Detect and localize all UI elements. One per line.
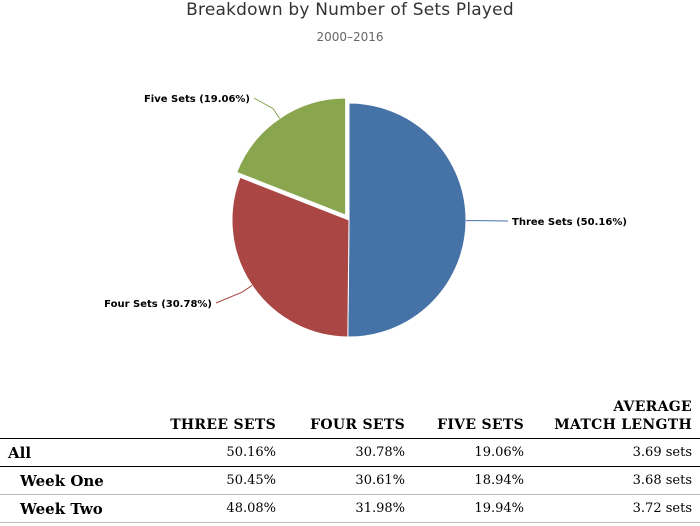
label-connector [253,97,281,119]
chart-title: Breakdown by Number of Sets Played [186,0,514,20]
pie-slice-three-sets[interactable] [347,102,467,338]
row-label: Week Two [0,494,136,523]
pie-chart: Three Sets (50.16%) Four Sets (30.78%) Fiv… [104,94,627,338]
slice-label: Three Sets (50.16%) [512,217,627,228]
cell-five-sets: 19.94% [413,494,532,523]
slice-label: Four Sets (30.78%) [104,299,212,310]
header-average: AVERAGE [613,399,692,415]
label-connector [215,285,253,304]
cell-four-sets: 30.78% [284,438,413,467]
cell-three-sets: 50.45% [136,466,284,495]
row-label: Week One [0,466,136,495]
table-header-row: THREE SETS FOUR SETS FIVE SETS AVERAGE MA… [0,398,700,439]
cell-average: 3.68 sets [532,466,700,495]
row-label: All [0,438,136,467]
pie-slice-four-sets[interactable] [231,176,350,338]
cell-five-sets: 19.06% [413,438,532,467]
header-average-match-length: AVERAGE MATCH LENGTH [532,398,700,439]
cell-average: 3.69 sets [532,438,700,467]
stats-table: THREE SETS FOUR SETS FIVE SETS AVERAGE MA… [0,398,700,523]
cell-average: 3.72 sets [532,494,700,523]
slice-label: Five Sets (19.06%) [144,94,250,105]
header-match-length: MATCH LENGTH [554,417,692,433]
table-row: Week One 50.45% 30.61% 18.94% 3.68 sets [0,466,700,495]
header-three-sets: THREE SETS [136,398,284,439]
table-row: All 50.16% 30.78% 19.06% 3.69 sets [0,438,700,467]
table-row: Week Two 48.08% 31.98% 19.94% 3.72 sets [0,494,700,523]
cell-five-sets: 18.94% [413,466,532,495]
cell-three-sets: 48.08% [136,494,284,523]
cell-four-sets: 30.61% [284,466,413,495]
cell-four-sets: 31.98% [284,494,413,523]
pie-slice-five-sets[interactable] [236,97,347,216]
chart-subtitle: 2000–2016 [316,30,384,44]
cell-three-sets: 50.16% [136,438,284,467]
header-five-sets: FIVE SETS [413,398,532,439]
header-four-sets: FOUR SETS [284,398,413,439]
header-empty [0,398,136,439]
